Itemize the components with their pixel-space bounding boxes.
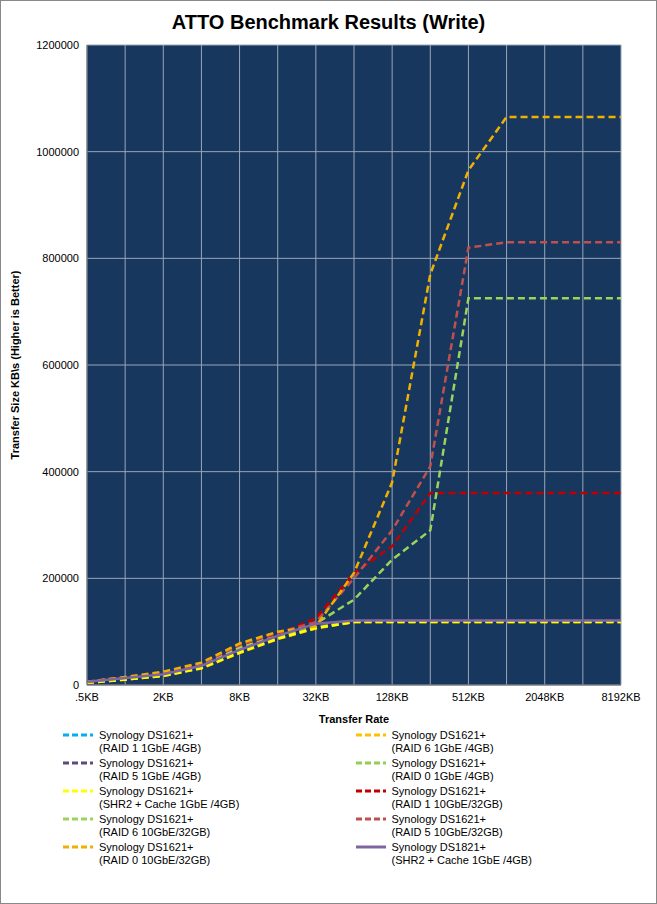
svg-text:1000000: 1000000 [36,146,79,158]
html-text:Synology DS1621+: Synology DS1621+ [391,785,486,797]
html-text:(RAID 6 1GbE /4GB): (RAID 6 1GbE /4GB) [391,742,494,754]
html-text:ATTO Benchmark Results (Write): ATTO Benchmark Results (Write) [171,11,486,33]
svg-text:2KB: 2KB [153,691,174,703]
svg-text:8192KB: 8192KB [601,691,640,703]
html-text:Synology DS1821+: Synology DS1821+ [391,841,486,853]
html-text:(RAID 5 1GbE /4GB): (RAID 5 1GbE /4GB) [99,770,202,782]
svg-text:32KB: 32KB [302,691,329,703]
html-text:(SHR2 + Cache 1GbE /4GB): (SHR2 + Cache 1GbE /4GB) [391,854,532,866]
svg-text:512KB: 512KB [452,691,485,703]
svg-text:1200000: 1200000 [36,39,79,51]
html-text:(RAID 0 1GbE /4GB): (RAID 0 1GbE /4GB) [391,770,494,782]
svg-text:600000: 600000 [42,359,79,371]
html-text:Synology DS1621+: Synology DS1621+ [391,757,486,769]
svg-text:.5KB: .5KB [75,691,99,703]
svg-text:800000: 800000 [42,252,79,264]
html-text:Synology DS1621+: Synology DS1621+ [391,813,486,825]
svg-text:200000: 200000 [42,572,79,584]
html-text:Synology DS1621+: Synology DS1621+ [99,785,194,797]
svg-text:Transfer Size KB\s (Higher is: Transfer Size KB\s (Higher is Better) [9,270,21,459]
html-text:(RAID 0 10GbE/32GB): (RAID 0 10GbE/32GB) [99,854,211,866]
svg-text:8KB: 8KB [229,691,250,703]
html-text:(RAID 1 1GbE /4GB): (RAID 1 1GbE /4GB) [99,742,202,754]
html-text:Synology DS1621+: Synology DS1621+ [99,841,194,853]
html-text:Synology DS1621+: Synology DS1621+ [99,757,194,769]
svg-text:0: 0 [73,679,79,691]
svg-text:2048KB: 2048KB [525,691,564,703]
html-text:(RAID 5 10GbE/32GB): (RAID 5 10GbE/32GB) [391,826,503,838]
html-text:(SHR2 + Cache 1GbE /4GB): (SHR2 + Cache 1GbE /4GB) [99,798,240,810]
html-text:Synology DS1621+: Synology DS1621+ [391,729,486,741]
html-text:Synology DS1621+: Synology DS1621+ [99,729,194,741]
svg-text:Transfer Rate: Transfer Rate [319,713,389,725]
svg-text:400000: 400000 [42,466,79,478]
html-text:(RAID 6 10GbE/32GB): (RAID 6 10GbE/32GB) [99,826,211,838]
svg-text:128KB: 128KB [376,691,409,703]
html-text:(RAID 1 10GbE/32GB): (RAID 1 10GbE/32GB) [391,798,503,810]
html-text:Synology DS1621+: Synology DS1621+ [99,813,194,825]
